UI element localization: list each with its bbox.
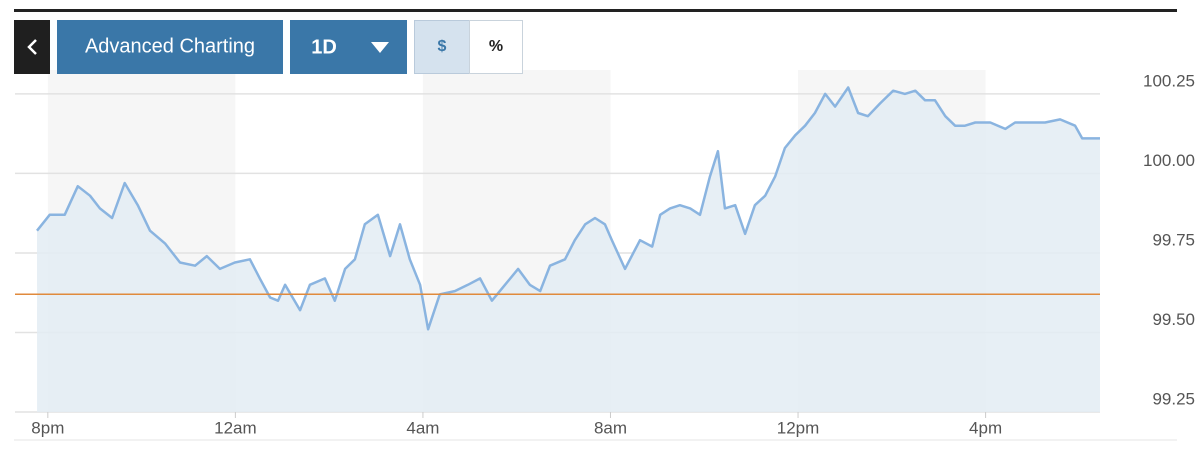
advanced-charting-button[interactable] <box>57 20 283 74</box>
area-fill <box>37 87 1100 412</box>
percent-button[interactable] <box>469 20 523 74</box>
dropdown-icon <box>371 42 389 53</box>
y-tick-label: 99.25 <box>1152 389 1195 408</box>
button-label: 1D <box>311 36 337 58</box>
x-tick-label: 8am <box>594 418 627 437</box>
button-label: Advanced Charting <box>85 35 255 57</box>
y-tick-label: 99.50 <box>1152 310 1195 329</box>
top-border <box>14 9 1177 12</box>
x-tick-label: 4pm <box>969 418 1002 437</box>
x-tick-label: 4am <box>406 418 439 437</box>
y-tick-label: 99.75 <box>1152 230 1195 249</box>
back-icon <box>27 39 37 55</box>
y-tick-label: 100.25 <box>1143 71 1195 90</box>
back-button[interactable] <box>14 20 50 74</box>
button-label: $ <box>438 38 447 55</box>
button-label: % <box>489 38 503 55</box>
dollar-button[interactable] <box>414 20 470 74</box>
price-line <box>36 86 1100 331</box>
period-button[interactable] <box>290 20 407 74</box>
y-tick-label: 100.00 <box>1143 151 1195 170</box>
x-tick-label: 12am <box>214 418 257 437</box>
x-tick-label: 12pm <box>777 418 820 437</box>
x-tick-label: 8pm <box>31 418 64 437</box>
